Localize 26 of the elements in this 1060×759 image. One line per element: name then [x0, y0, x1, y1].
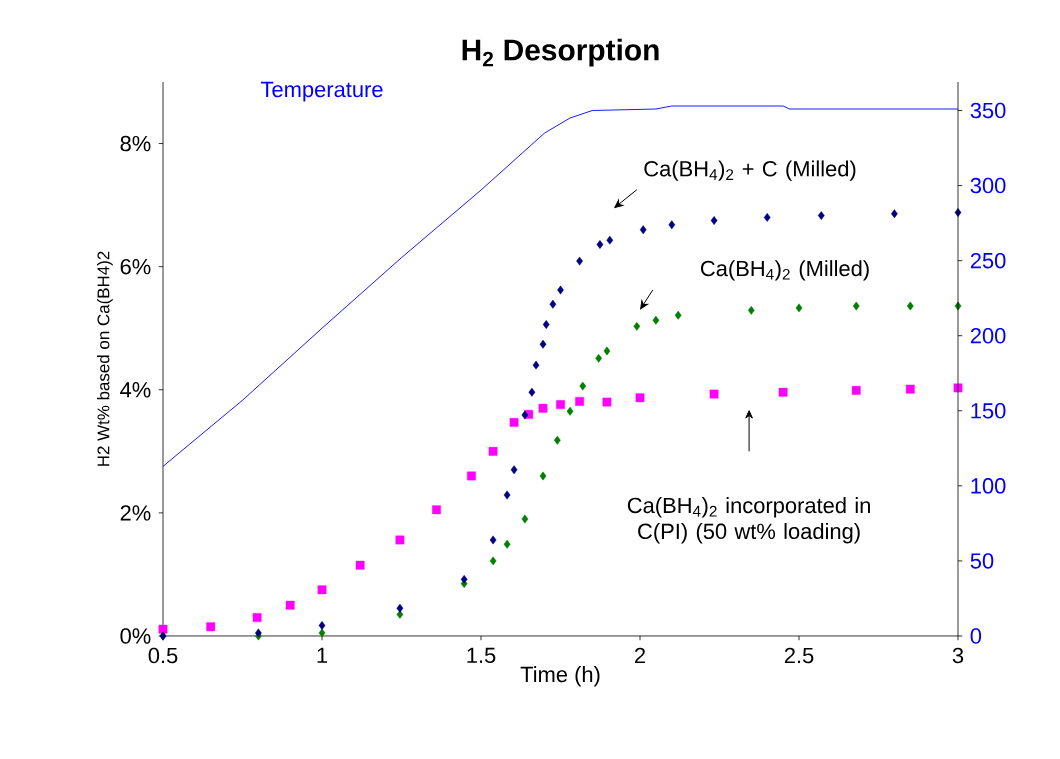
- y2-tick-label: 300: [970, 177, 1006, 194]
- y2-tick-label: 200: [970, 327, 1006, 344]
- y2-tick-label: 0: [970, 628, 982, 644]
- annotation: Ca(BH$_{4}$)$_{2}$ + C (Milled): [644, 160, 856, 181]
- text: Temperature: [260, 81, 383, 102]
- y-tick-label: 6%: [120, 258, 151, 275]
- x-tick-label: 1.5: [467, 647, 496, 664]
- x-tick-label: 2: [635, 647, 646, 664]
- x-tick-label: 0.5: [148, 647, 178, 664]
- y-tick-label: 2%: [120, 505, 151, 521]
- y-axis-title: H2 Wt% based on Ca(BH4)2: [96, 251, 113, 466]
- y2-tick-label: 50: [970, 553, 994, 569]
- x-tick-label: 2.5: [784, 647, 814, 664]
- y2-tick-label: 350: [970, 102, 1006, 119]
- y-tick-label: 4%: [120, 382, 151, 398]
- x-axis-title: Time (h): [520, 666, 600, 687]
- chart-title: H$_{2}$ Desorption: [462, 38, 659, 67]
- y2-tick-label: 250: [970, 252, 1006, 269]
- y-tick-label: 8%: [120, 135, 151, 152]
- annotation: Ca(BH$_{4}$)$_{2}$ (Milled): [700, 260, 869, 281]
- y2-tick-label: 150: [971, 403, 1006, 419]
- x-tick-label: 3: [952, 647, 964, 664]
- x-tick-label: 1: [317, 647, 328, 663]
- y-tick-label: 0%: [120, 628, 151, 644]
- y2-tick-label: 100: [971, 478, 1006, 494]
- annotation: Ca(BH$_{4}$)$_{2}$ incorporated in C(PI) (50 wt% loading): [627, 497, 870, 544]
